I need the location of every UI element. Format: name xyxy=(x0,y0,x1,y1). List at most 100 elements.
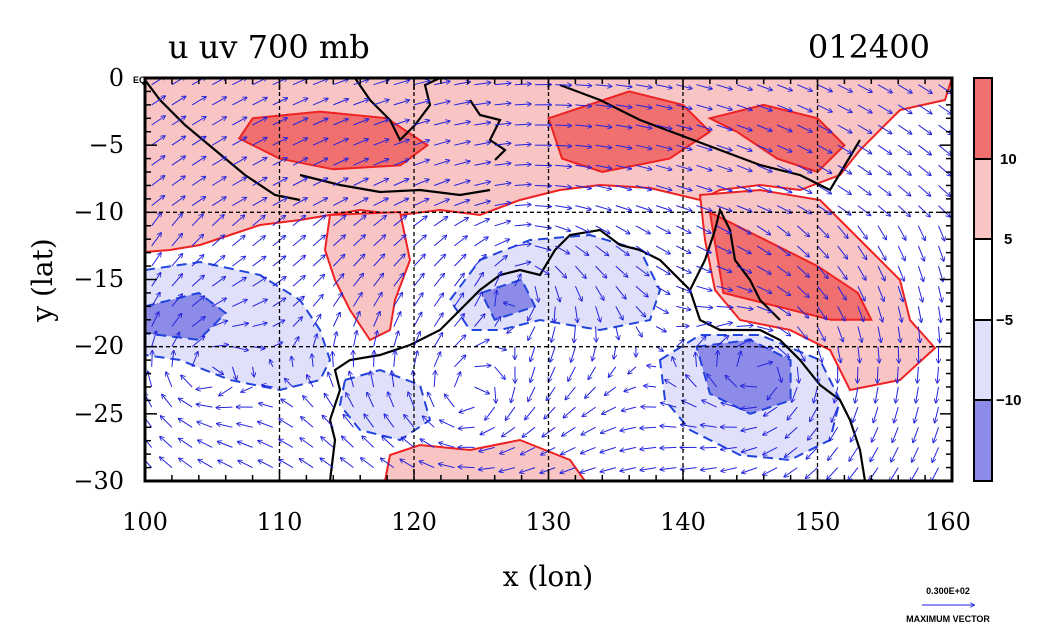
wind-vector xyxy=(640,427,657,428)
wind-vector xyxy=(776,366,782,382)
wind-vector xyxy=(238,442,253,448)
wind-vector xyxy=(595,205,611,211)
wind-vector xyxy=(191,296,204,307)
wind-vector xyxy=(615,326,619,340)
wind-vector xyxy=(212,298,226,307)
wind-vector xyxy=(918,326,920,343)
wind-vector xyxy=(877,306,883,321)
chart-time-label: 012400 xyxy=(808,28,930,66)
wind-vector xyxy=(937,366,938,383)
wind-vector xyxy=(514,84,531,85)
wind-vector xyxy=(877,164,891,174)
wind-vector xyxy=(736,225,751,234)
wind-vector xyxy=(520,467,536,473)
wind-vector xyxy=(837,144,852,153)
wind-vector xyxy=(914,406,919,423)
y-tick-label: −25 xyxy=(73,400,124,428)
wind-vector xyxy=(342,436,354,448)
wind-vector xyxy=(312,334,317,347)
wind-vector xyxy=(332,274,343,287)
wind-vector xyxy=(756,326,773,331)
wind-vector xyxy=(151,253,161,267)
wind-vector xyxy=(797,104,812,112)
wind-vector xyxy=(171,176,185,186)
wind-vector xyxy=(834,386,839,403)
colorbar-label: 10 xyxy=(1000,151,1017,168)
x-tick-label: 150 xyxy=(795,508,841,536)
wind-vector xyxy=(857,205,871,216)
wind-vector xyxy=(676,144,691,149)
wind-vector xyxy=(454,218,468,227)
wind-vector xyxy=(635,185,651,190)
wind-vector xyxy=(514,164,531,165)
wind-vector xyxy=(897,164,911,175)
wind-vector xyxy=(231,366,236,380)
wind-vector xyxy=(938,144,952,155)
wind-vector xyxy=(918,104,931,114)
wind-vector xyxy=(897,265,904,281)
y-tick-labels: 0 EQ −5 −10 −15 −20 −25 −30 xyxy=(73,64,146,495)
wind-vector xyxy=(696,306,713,307)
wind-vector xyxy=(817,185,832,194)
wind-vector xyxy=(806,467,818,479)
wind-vector xyxy=(635,104,652,108)
wind-vector xyxy=(312,354,313,367)
wind-vector xyxy=(635,306,645,316)
wind-vector xyxy=(877,286,884,301)
wind-vector xyxy=(454,200,469,207)
wind-vector xyxy=(382,437,395,448)
colorbar-swatch-neutral xyxy=(974,239,992,320)
wind-vector xyxy=(259,403,273,408)
wind-vector xyxy=(877,366,878,383)
wind-vector xyxy=(485,406,496,420)
wind-vector xyxy=(151,331,157,347)
grid xyxy=(145,78,952,481)
wind-vector xyxy=(696,185,712,191)
wind-vector xyxy=(912,447,919,462)
wind-vector xyxy=(736,144,752,151)
wind-vector xyxy=(353,216,366,227)
wind-vector xyxy=(232,215,244,227)
wind-vector xyxy=(212,366,223,375)
wind-vector xyxy=(917,306,921,322)
wind-vector xyxy=(817,306,827,319)
wind-vector xyxy=(292,236,305,247)
wind-vector xyxy=(918,84,932,94)
wind-vector xyxy=(494,183,511,186)
wind-vector xyxy=(232,236,244,247)
wind-vector xyxy=(440,420,455,428)
wind-vector xyxy=(540,467,556,474)
wind-vector xyxy=(917,265,923,281)
wind-vector xyxy=(817,285,828,299)
wind-vector xyxy=(402,437,415,448)
wind-vector xyxy=(151,96,165,106)
wind-vector xyxy=(676,285,691,292)
wind-vector xyxy=(152,351,153,367)
wind-vector xyxy=(897,84,912,93)
wind-vector xyxy=(857,366,858,383)
wind-vector xyxy=(258,441,274,448)
wind-vector xyxy=(504,303,516,307)
wind-vector xyxy=(595,125,612,127)
wind-vector xyxy=(549,366,556,382)
wind-vector xyxy=(292,216,305,227)
wind-vector xyxy=(212,97,226,106)
wind-vector xyxy=(474,365,491,366)
wind-vector xyxy=(393,331,399,347)
wind-vector xyxy=(292,256,305,267)
coastline-australia xyxy=(328,228,867,481)
wind-vector xyxy=(346,393,354,408)
wind-vector xyxy=(333,99,348,106)
wind-vector xyxy=(373,331,378,347)
wind-vector xyxy=(917,225,925,241)
wind-vector xyxy=(291,357,293,367)
wind-vector xyxy=(198,460,213,469)
wind-vector xyxy=(897,245,905,261)
wind-vector xyxy=(392,371,394,388)
wind-vector xyxy=(877,245,886,260)
wind-vector xyxy=(212,137,226,146)
wind-vector xyxy=(454,122,470,126)
wind-vector xyxy=(837,326,843,342)
wind-vector xyxy=(563,406,576,418)
wind-vector xyxy=(494,317,501,327)
